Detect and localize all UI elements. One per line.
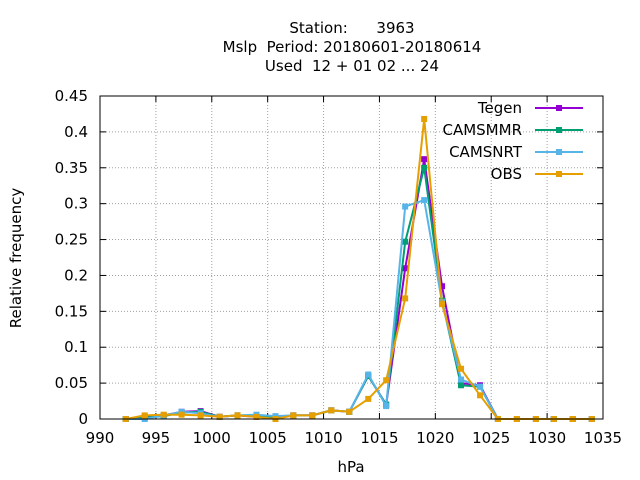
data-point-tegen	[439, 283, 446, 290]
data-point-obs	[421, 115, 428, 122]
data-point-camsmmr	[458, 382, 465, 389]
y-tick-label: 0	[78, 410, 88, 428]
data-point-obs	[141, 412, 148, 419]
legend-marker-camsmmr	[556, 127, 562, 133]
x-tick-label: 1015	[360, 429, 398, 447]
data-point-obs	[234, 412, 241, 419]
data-point-camsnrt	[365, 371, 372, 378]
x-tick-label: 1025	[472, 429, 510, 447]
legend-marker-obs	[556, 171, 562, 177]
x-tick-label: 1020	[416, 429, 454, 447]
legend-marker-camsnrt	[556, 149, 562, 155]
y-tick-label: 0.3	[64, 195, 88, 213]
legend-label-obs: OBS	[491, 165, 522, 183]
y-tick-label: 0.25	[55, 231, 88, 249]
x-tick-label: 990	[86, 429, 115, 447]
y-tick-label: 0.45	[55, 87, 88, 105]
data-point-camsnrt	[421, 197, 428, 204]
chart-title-line-3: Used 12 + 01 02 ... 24	[265, 57, 439, 75]
legend-label-camsmmr: CAMSMMR	[442, 121, 522, 139]
data-point-camsnrt	[383, 403, 390, 410]
data-point-tegen	[402, 265, 409, 272]
data-point-obs	[216, 413, 223, 420]
data-point-obs	[197, 412, 204, 419]
series-camsnrt	[122, 197, 595, 422]
legend: Tegen CAMSMMR CAMSNRT OBS	[442, 99, 583, 183]
data-point-obs	[309, 412, 316, 419]
grid-lines	[100, 96, 603, 419]
series-line-camsnrt	[125, 199, 592, 420]
chart-title-line-1: Station: 3963	[289, 19, 414, 37]
series-line-camsmmr	[125, 166, 592, 420]
data-point-obs	[253, 413, 260, 420]
series-line-tegen	[125, 158, 592, 420]
data-series	[122, 115, 595, 422]
data-point-obs	[346, 408, 353, 415]
data-point-camsnrt	[402, 203, 409, 210]
data-point-obs	[160, 411, 167, 418]
data-point-camsnrt	[458, 376, 465, 383]
data-point-obs	[328, 407, 335, 414]
legend-label-camsnrt: CAMSNRT	[449, 143, 523, 161]
data-point-obs	[439, 301, 446, 308]
data-point-obs	[365, 395, 372, 402]
x-tick-label: 1035	[584, 429, 622, 447]
series-line-obs	[125, 118, 592, 420]
y-tick-label: 0.2	[64, 266, 88, 284]
data-point-obs	[178, 411, 185, 418]
y-tick-label: 0.15	[55, 302, 88, 320]
chart-title: Station: 3963 Mslp Period: 20180601-2018…	[223, 19, 482, 75]
y-tick-label: 0.05	[55, 374, 88, 392]
chart-title-line-2: Mslp Period: 20180601-20180614	[223, 38, 482, 56]
series-tegen	[122, 156, 595, 422]
series-obs	[122, 115, 595, 422]
data-point-obs	[402, 295, 409, 302]
data-point-obs	[290, 412, 297, 419]
x-tick-label: 1010	[304, 429, 342, 447]
y-axis-ticks: 0 0.05 0.1 0.15 0.2 0.25 0.3 0.35 0.4 0.45	[55, 87, 603, 428]
data-point-obs	[458, 365, 465, 372]
y-axis-label: Relative frequency	[7, 188, 25, 329]
x-axis-label: hPa	[337, 458, 364, 476]
data-point-obs	[383, 377, 390, 384]
x-tick-label: 1000	[193, 429, 231, 447]
data-point-camsmmr	[402, 238, 409, 245]
data-point-camsmmr	[421, 164, 428, 171]
y-tick-label: 0.4	[64, 123, 88, 141]
x-axis-ticks: 990 995 1000 1005 1010 1015 1020 1025 1030 1035	[86, 96, 622, 447]
data-point-tegen	[421, 156, 428, 163]
x-tick-label: 995	[142, 429, 171, 447]
plot-frame	[99, 95, 604, 420]
y-tick-label: 0.1	[64, 338, 88, 356]
legend-label-tegen: Tegen	[477, 99, 522, 117]
x-tick-label: 1030	[528, 429, 566, 447]
data-point-camsnrt	[477, 383, 484, 390]
legend-marker-tegen	[556, 105, 562, 111]
data-point-obs	[477, 392, 484, 399]
x-tick-label: 1005	[249, 429, 287, 447]
y-tick-label: 0.35	[55, 159, 88, 177]
